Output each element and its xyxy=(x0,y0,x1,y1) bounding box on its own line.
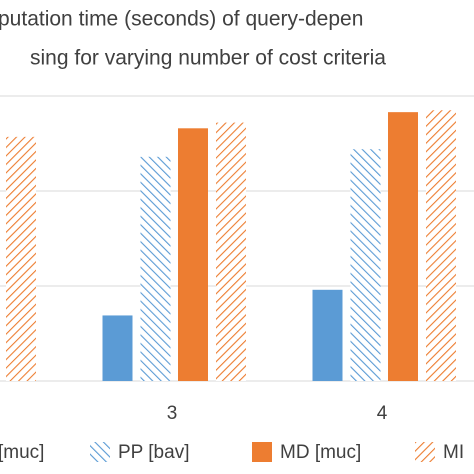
bar xyxy=(178,128,208,381)
bar xyxy=(140,156,171,381)
legend-label: MI xyxy=(443,442,464,463)
x-tick-label: 3 xyxy=(167,403,178,424)
bar xyxy=(216,122,246,381)
chart-title: putation time (seconds) of query-depen xyxy=(0,8,363,31)
legend-swatch xyxy=(252,442,272,462)
x-tick-label: 4 xyxy=(377,403,388,424)
bar xyxy=(6,136,36,381)
legend-swatch xyxy=(415,442,435,462)
legend-swatch xyxy=(90,442,110,462)
chart-title: sing for varying number of cost criteria xyxy=(30,47,386,70)
bar xyxy=(426,110,456,381)
legend-label: [muc] xyxy=(0,442,44,463)
bar xyxy=(388,112,418,382)
bar xyxy=(312,289,343,381)
legend-label: MD [muc] xyxy=(280,442,361,463)
bar xyxy=(102,315,133,381)
legend-label: PP [bav] xyxy=(118,442,189,463)
bar xyxy=(350,149,381,381)
